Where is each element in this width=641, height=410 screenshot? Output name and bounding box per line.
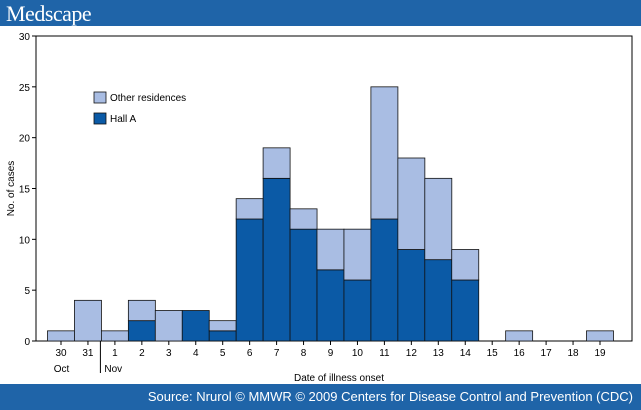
bar-other-residences: [235, 198, 264, 220]
month-label-nov: Nov: [104, 364, 122, 375]
x-tick-label: 11: [379, 348, 390, 359]
bar-other-residences: [316, 228, 345, 271]
x-tick-label: 16: [514, 348, 526, 359]
bar-hall-a: [370, 218, 399, 342]
bar-hall-a: [397, 249, 426, 342]
x-tick-label: 15: [487, 348, 499, 359]
x-tick-label: 18: [567, 348, 579, 359]
bar-other-residences: [370, 86, 399, 220]
source-credit: Source: Nrurol © MMWR © 2009 Centers for…: [147, 389, 633, 404]
x-tick-label: 6: [247, 348, 253, 359]
y-tick-label: 20: [19, 134, 31, 145]
bar-hall-a: [451, 279, 480, 342]
bar-other-residences: [343, 228, 372, 281]
bar-other-residences: [424, 177, 453, 261]
bar-other-residences: [47, 330, 75, 342]
bar-other-residences: [154, 310, 183, 342]
x-tick-label: 14: [460, 348, 472, 359]
y-tick-label: 25: [19, 83, 31, 94]
x-tick-label: 3: [166, 348, 172, 359]
bar-other-residences: [451, 249, 480, 281]
header-bar: Medscape: [0, 0, 641, 26]
legend-swatch: [93, 91, 107, 104]
legend-label: Other residences: [110, 93, 186, 104]
month-label-oct: Oct: [54, 364, 70, 375]
medscape-logo[interactable]: Medscape: [6, 1, 92, 26]
bar-hall-a: [208, 330, 237, 342]
bar-other-residences: [397, 157, 426, 250]
y-tick-label: 10: [19, 235, 31, 246]
x-tick-label: 19: [594, 348, 606, 359]
bar-other-residences: [289, 208, 318, 230]
bar-hall-a: [262, 177, 291, 342]
bar-other-residences: [262, 147, 291, 179]
legend-label: Hall A: [110, 114, 136, 125]
x-axis-title: Date of illness onset: [294, 373, 384, 384]
bar-hall-a: [235, 218, 264, 342]
bar-other-residences: [101, 330, 129, 342]
x-tick-label: 2: [139, 348, 145, 359]
bar-hall-a: [127, 320, 156, 342]
bar-other-residences: [586, 330, 614, 342]
y-tick-label: 15: [19, 185, 31, 196]
x-tick-label: 17: [541, 348, 553, 359]
x-tick-label: 9: [328, 348, 334, 359]
x-tick-label: 10: [352, 348, 364, 359]
y-tick-label: 30: [19, 32, 31, 43]
y-axis-title: No. of cases: [6, 161, 17, 217]
x-tick-label: 7: [274, 348, 280, 359]
y-tick-label: 5: [24, 286, 30, 297]
x-tick-label: 1: [112, 348, 118, 359]
y-tick-label: 0: [24, 337, 30, 348]
bar-other-residences: [74, 299, 102, 342]
x-tick-label: 13: [433, 348, 445, 359]
x-tick-label: 31: [82, 348, 94, 359]
x-tick-label: 4: [193, 348, 199, 359]
bar-hall-a: [424, 259, 453, 342]
bar-hall-a: [289, 228, 318, 342]
bar-other-residences: [208, 320, 237, 332]
x-tick-label: 8: [301, 348, 307, 359]
bar-hall-a: [181, 310, 210, 342]
bar-other-residences: [127, 299, 156, 322]
legend-swatch: [93, 112, 107, 125]
bar-hall-a: [343, 279, 372, 342]
x-tick-label: 5: [220, 348, 226, 359]
footer-bar: Source: Nrurol © MMWR © 2009 Centers for…: [0, 384, 641, 410]
x-tick-label: 12: [406, 348, 418, 359]
x-tick-label: 30: [55, 348, 67, 359]
bar-hall-a: [316, 269, 345, 342]
bar-other-residences: [505, 330, 534, 342]
